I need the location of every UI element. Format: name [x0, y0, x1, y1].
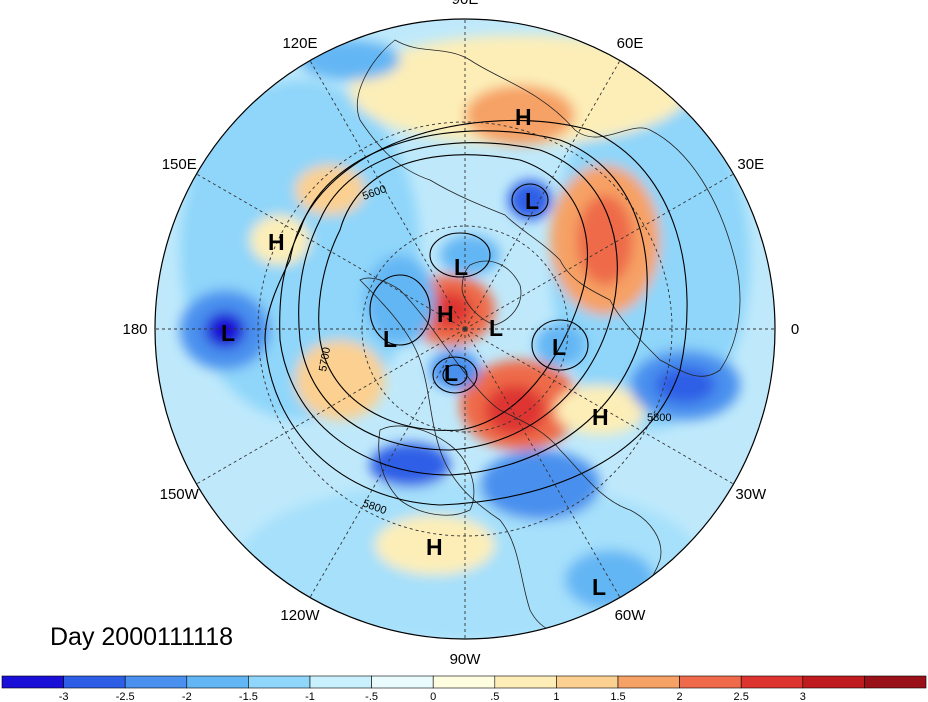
high-marker: H [515, 104, 532, 130]
high-marker: H [437, 301, 454, 327]
high-marker: H [426, 534, 443, 560]
high-marker: H [268, 229, 285, 255]
longitude-label: 30E [737, 156, 764, 173]
longitude-labels: 90E 60E 30E 0 30W 60W 90W 120W 150W 180 150E 120E [122, 0, 799, 668]
colorbar-tick-label: 2.5 [734, 691, 749, 702]
colorbar-swatch [802, 675, 865, 689]
contour-label-5700: 5700 [317, 346, 333, 372]
map-border [154, 18, 776, 640]
colorbar-tick-label: 0 [430, 691, 436, 702]
colorbar-swatch [864, 675, 927, 689]
meridian-line [464, 173, 734, 330]
colorbar-swatch [186, 675, 249, 689]
longitude-label: 150E [162, 156, 197, 173]
height-contours [264, 119, 688, 506]
colorbar-tick-label: 2 [677, 691, 683, 702]
colorbar-swatch [248, 675, 311, 689]
low-marker: L [552, 334, 566, 360]
meridian-line [196, 328, 466, 485]
longitude-label: 60E [617, 35, 644, 52]
meridian-line [309, 60, 466, 330]
colorbar: -3 -2.5 -2 -1.5 -1 -.5 0 .5 1 1.5 2 2.5 3 [1, 675, 927, 702]
colorbar-swatch [740, 675, 804, 689]
colorbar-swatch [63, 675, 126, 689]
colorbar-swatch [617, 675, 680, 689]
meridian-line [196, 173, 466, 330]
colorbar-tick-label: -2.5 [116, 691, 135, 702]
pressure-system-labels: H L L H L L L H L H L L H L [221, 104, 609, 600]
meridian-line [464, 60, 621, 330]
colorbar-swatch [1, 675, 64, 689]
contour-label-5800-east: 5800 [647, 412, 671, 424]
meridian-line [464, 328, 621, 598]
colorbar-swatch [679, 675, 742, 689]
colorbar-tick-label: 3 [800, 691, 806, 702]
longitude-label: 30W [735, 486, 767, 503]
meridian-line [464, 328, 734, 485]
colorbar-swatch [556, 675, 619, 689]
low-marker: L [221, 320, 235, 346]
colorbar-swatch [309, 675, 372, 689]
colorbar-tick-label: -3 [59, 691, 69, 702]
longitude-label: 90E [452, 0, 479, 8]
colorbar-tick-label: -1.5 [239, 691, 258, 702]
colorbar-swatch [494, 675, 557, 689]
low-marker: L [489, 315, 503, 341]
colorbar-swatch [432, 675, 496, 689]
colorbar-tick-label: .5 [490, 691, 499, 702]
colorbar-tick-label: -.5 [365, 691, 378, 702]
meridian-line [309, 328, 466, 598]
longitude-label: 120E [282, 35, 317, 52]
longitude-label: 90W [450, 651, 482, 668]
low-marker: L [454, 254, 468, 280]
colorbar-tick-label: -1 [305, 691, 315, 702]
colorbar-tick-label: 1.5 [610, 691, 625, 702]
meridian-lines [155, 19, 775, 639]
high-marker: H [592, 404, 609, 430]
date-title: Day 2000111118 [50, 623, 233, 651]
colorbar-swatch [124, 675, 188, 689]
low-marker: L [444, 360, 458, 386]
longitude-label: 180 [122, 321, 147, 338]
colorbar-swatch [371, 675, 434, 689]
low-marker: L [383, 326, 397, 352]
longitude-label: 0 [791, 321, 799, 338]
low-marker: L [525, 188, 539, 214]
low-marker: L [592, 574, 606, 600]
colorbar-tick-label: 1 [553, 691, 559, 702]
longitude-label: 150W [160, 486, 200, 503]
colorbar-tick-label: -2 [182, 691, 192, 702]
longitude-label: 120W [280, 607, 320, 624]
longitude-label: 60W [615, 607, 647, 624]
